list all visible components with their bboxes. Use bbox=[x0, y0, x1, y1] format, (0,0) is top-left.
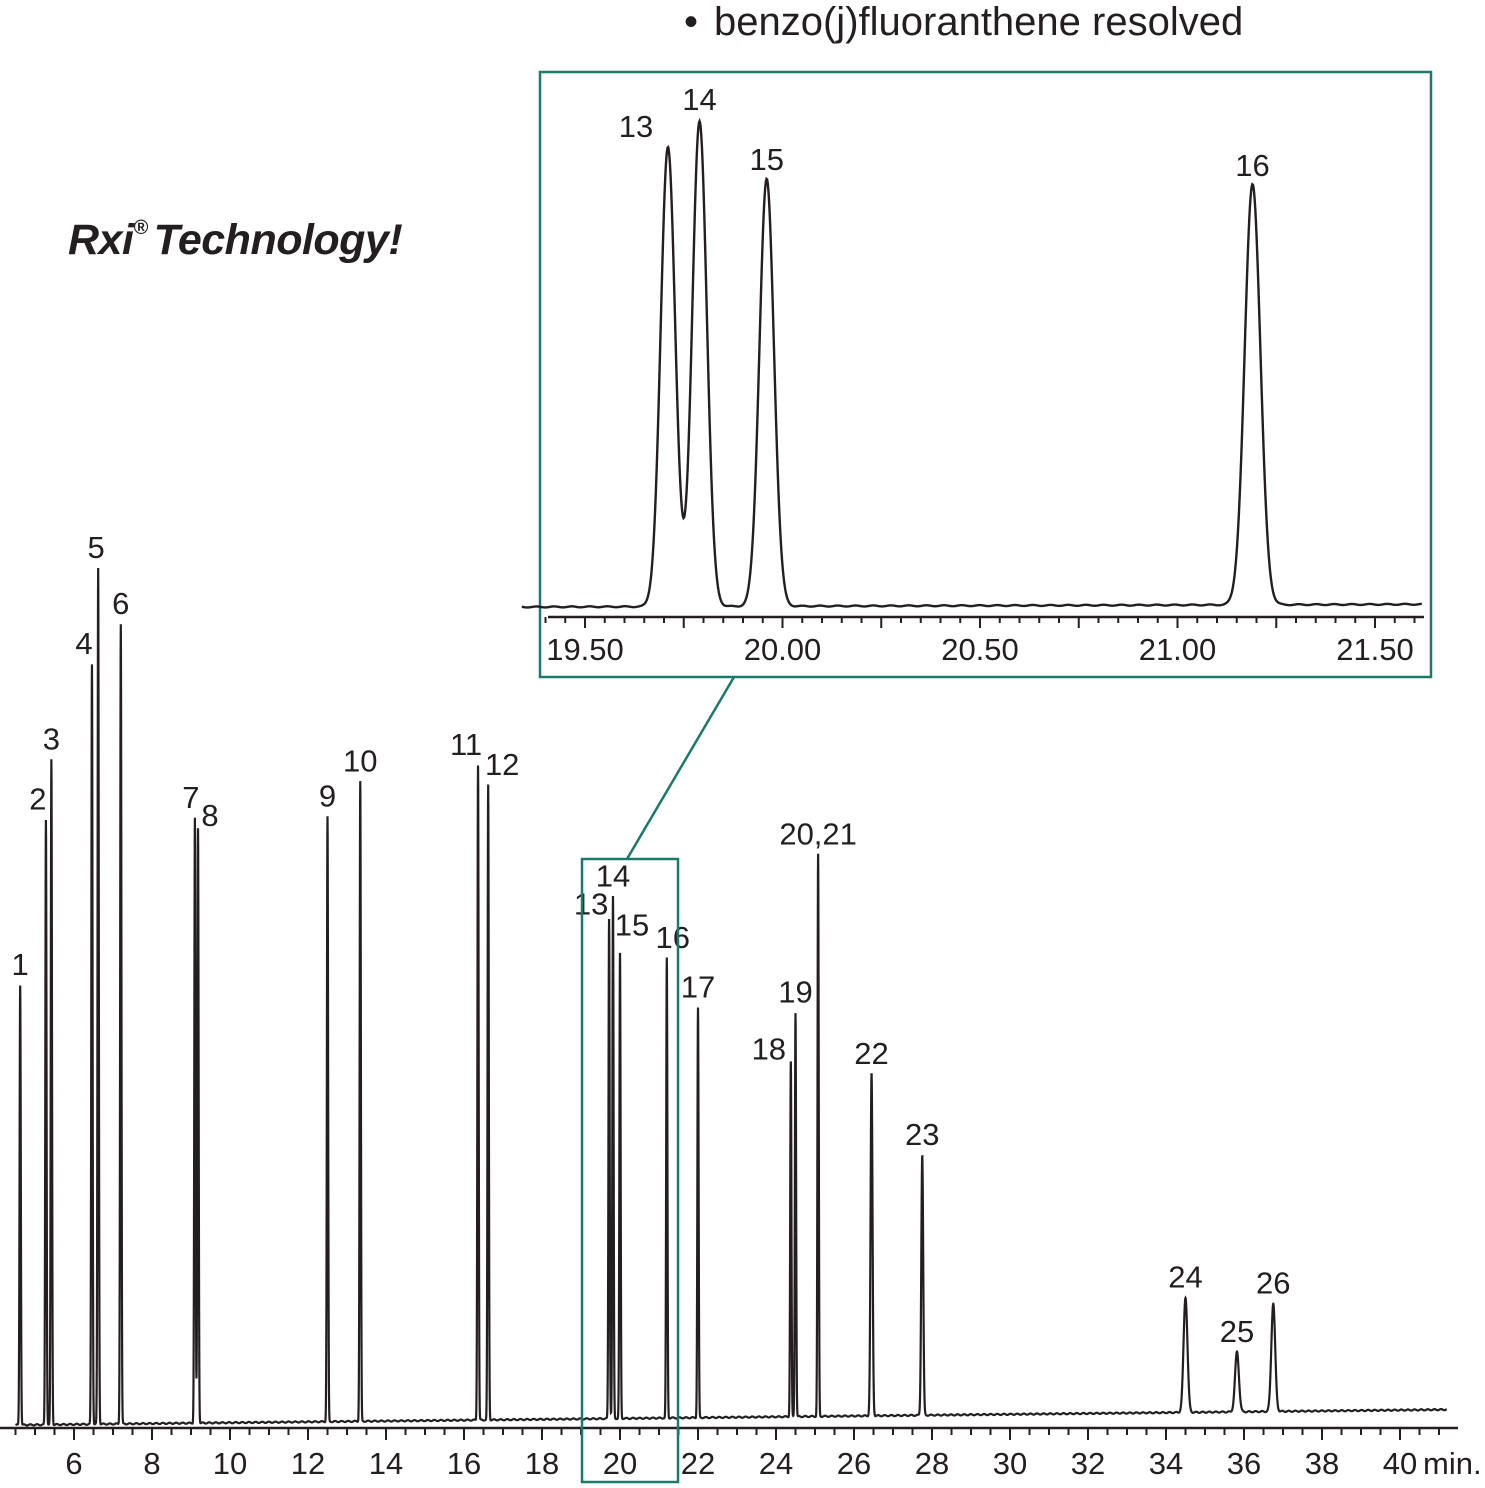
peak-label-25: 25 bbox=[1220, 1314, 1254, 1349]
peak-label-3: 3 bbox=[43, 722, 60, 757]
peak-label-22: 22 bbox=[854, 1036, 888, 1071]
peak-label-20-21: 20,21 bbox=[779, 816, 857, 851]
main-tick-label: 36 bbox=[1227, 1446, 1261, 1481]
inset-tick-label: 20.00 bbox=[744, 632, 822, 667]
inset-tick-label: 21.00 bbox=[1139, 632, 1217, 667]
main-tick-label: 14 bbox=[369, 1446, 403, 1481]
peak-label-7: 7 bbox=[182, 780, 199, 815]
main-tick-label: 38 bbox=[1305, 1446, 1339, 1481]
inset-tick-label: 20.50 bbox=[941, 632, 1019, 667]
peak-label-24: 24 bbox=[1168, 1259, 1202, 1294]
peak-label-9: 9 bbox=[319, 779, 336, 814]
peak-label-19: 19 bbox=[778, 975, 812, 1010]
peak-label-16: 16 bbox=[656, 920, 690, 955]
x-unit-label: min. bbox=[1423, 1446, 1482, 1481]
zoom-callout bbox=[625, 676, 736, 860]
peak-label-8: 8 bbox=[201, 798, 218, 833]
main-tick-label: 30 bbox=[993, 1446, 1027, 1481]
main-tick-label: 40 bbox=[1383, 1446, 1417, 1481]
peak-label-11: 11 bbox=[450, 727, 482, 762]
peak-label-12: 12 bbox=[485, 747, 519, 782]
inset-chromatogram: 19.50 20.00 20.50 21.00 21.50 13 14 15 16 bbox=[521, 70, 1433, 679]
inset-peak-label-15: 15 bbox=[749, 142, 783, 177]
annotation-text: benzo(j)fluoranthene resolved bbox=[714, 0, 1244, 44]
peak-label-14: 14 bbox=[596, 859, 630, 894]
peak-label-18: 18 bbox=[752, 1032, 786, 1067]
headline: Rxi® Technology! bbox=[68, 216, 403, 265]
main-tick-label: 26 bbox=[837, 1446, 871, 1481]
main-tick-label: 16 bbox=[447, 1446, 481, 1481]
headline-text: Technology! bbox=[153, 216, 403, 264]
peak-label-1: 1 bbox=[12, 947, 29, 982]
bullet-point: • bbox=[684, 0, 699, 44]
main-tick-label: 20 bbox=[603, 1446, 637, 1481]
annotation-line: • benzo(j)fluoranthene resolved bbox=[684, 0, 1243, 45]
zoom-region-box bbox=[580, 857, 680, 1484]
main-tick-label: 18 bbox=[525, 1446, 559, 1481]
zoom-connector-line bbox=[625, 676, 736, 860]
peak-label-23: 23 bbox=[905, 1117, 939, 1152]
peak-label-5: 5 bbox=[88, 530, 105, 565]
main-tick-label: 24 bbox=[759, 1446, 793, 1481]
main-tick-label: 10 bbox=[213, 1446, 247, 1481]
main-tick-label: 28 bbox=[915, 1446, 949, 1481]
main-tick-label: 22 bbox=[681, 1446, 715, 1481]
inset-trace bbox=[521, 117, 1422, 609]
peak-label-26: 26 bbox=[1256, 1265, 1290, 1300]
registered-mark: ® bbox=[133, 217, 148, 239]
main-tick-label: 34 bbox=[1149, 1446, 1183, 1481]
main-tick-label: 32 bbox=[1071, 1446, 1105, 1481]
inset-peak-label-13: 13 bbox=[619, 109, 653, 144]
peak-label-10: 10 bbox=[343, 743, 377, 778]
peak-label-6: 6 bbox=[112, 586, 129, 621]
main-tick-label: 6 bbox=[65, 1446, 82, 1481]
peak-label-17: 17 bbox=[681, 970, 715, 1005]
peak-label-4: 4 bbox=[75, 626, 92, 661]
headline-brand: Rxi bbox=[68, 216, 134, 264]
inset-peak-label-14: 14 bbox=[682, 82, 716, 117]
main-tick-label: 12 bbox=[291, 1446, 325, 1481]
main-chromatogram: 6 8 10 12 14 16 18 20 22 24 26 28 30 32 34 36 38 40 min.12… bbox=[0, 530, 1482, 1484]
inset-peak-label-16: 16 bbox=[1235, 148, 1269, 183]
peak-label-2: 2 bbox=[29, 782, 46, 817]
main-tick-label: 8 bbox=[143, 1446, 160, 1481]
inset-tick-label: 21.50 bbox=[1336, 632, 1414, 667]
inset-frame bbox=[538, 70, 1433, 679]
peak-label-13: 13 bbox=[574, 887, 608, 922]
inset-tick-label: 19.50 bbox=[546, 632, 624, 667]
main-trace bbox=[14, 568, 1448, 1427]
peak-label-15: 15 bbox=[615, 907, 649, 942]
